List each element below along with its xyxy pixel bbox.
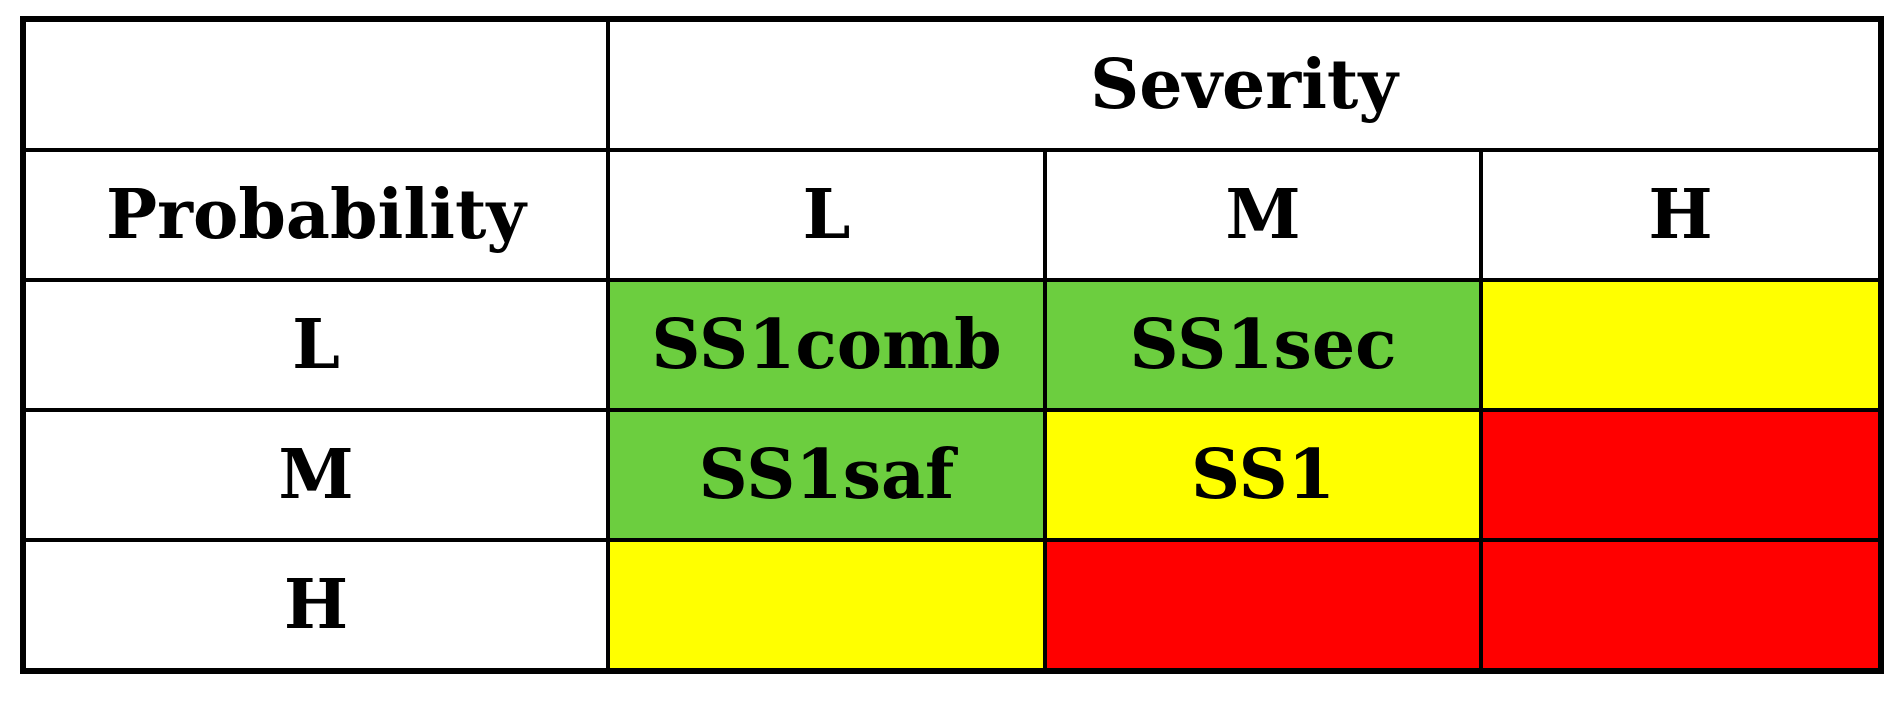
severity-col-header-low: L (606, 148, 1047, 282)
corner-cell (21, 17, 610, 152)
probability-row-header-medium: M (21, 408, 610, 542)
matrix-cell-low-high (1479, 278, 1883, 412)
matrix-cell-high-medium (1043, 538, 1483, 673)
probability-row-header-high: H (21, 538, 610, 673)
severity-col-header-medium: M (1043, 148, 1483, 282)
column-header-row: Probability L M H (21, 148, 1883, 282)
matrix-row-medium: M SS1saf SS1 (21, 408, 1883, 542)
matrix-cell-medium-high (1479, 408, 1883, 542)
severity-group-row: Severity (21, 17, 1883, 152)
matrix-row-high: H (21, 538, 1883, 673)
probability-header: Probability (21, 148, 610, 282)
matrix-cell-low-low: SS1comb (606, 278, 1047, 412)
matrix-cell-high-high (1479, 538, 1883, 673)
matrix-cell-medium-medium: SS1 (1043, 408, 1483, 542)
matrix-row-low: L SS1comb SS1sec (21, 278, 1883, 412)
severity-col-header-high: H (1479, 148, 1883, 282)
matrix-cell-high-low (606, 538, 1047, 673)
probability-row-header-low: L (21, 278, 610, 412)
risk-matrix-table: Severity Probability L M H L SS1comb SS1… (20, 16, 1884, 674)
matrix-cell-medium-low: SS1saf (606, 408, 1047, 542)
matrix-cell-low-medium: SS1sec (1043, 278, 1483, 412)
severity-group-header: Severity (606, 17, 1883, 152)
